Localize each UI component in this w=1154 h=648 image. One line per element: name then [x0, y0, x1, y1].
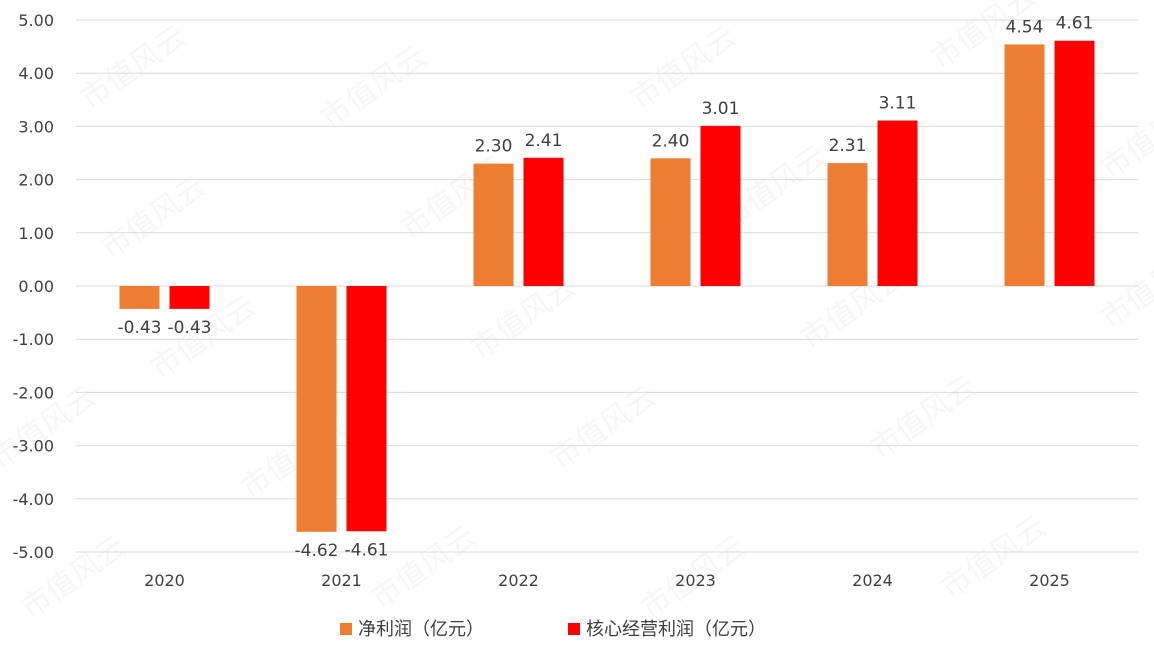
data-label: -0.43 [118, 318, 162, 338]
bar-core-profit-2024 [877, 120, 918, 286]
bar-net-profit-2024 [827, 163, 868, 286]
y-tick-label: -4.00 [13, 490, 54, 509]
x-tick-label: 2022 [498, 571, 539, 590]
data-label: 3.01 [702, 99, 740, 119]
bar-net-profit-2021 [296, 286, 337, 532]
x-tick-label: 2024 [852, 571, 893, 590]
data-labels: -0.43 -0.43 -4.62 -4.61 2.30 2.41 2.40 3.01 2.31… [118, 14, 1094, 561]
bar-core-profit-2022 [523, 157, 564, 286]
bars [119, 40, 1095, 532]
gridlines [76, 19, 1138, 553]
bar-core-profit-2025 [1054, 40, 1095, 286]
watermark-text: 市值风云 [545, 379, 663, 476]
y-tick-label: -2.00 [13, 383, 54, 402]
x-tick-label: 2025 [1029, 571, 1070, 590]
watermark-text: 市值风云 [315, 39, 433, 136]
bar-core-profit-2020 [169, 286, 210, 309]
watermark-text: 市值风云 [865, 369, 983, 466]
bar-net-profit-2023 [650, 158, 691, 286]
legend-swatch [568, 623, 580, 635]
data-label: 4.54 [1006, 17, 1044, 37]
x-tick-label: 2021 [321, 571, 362, 590]
y-tick-label: 2.00 [18, 171, 54, 190]
bar-net-profit-2022 [473, 163, 514, 286]
watermark-text: 市值风云 [1095, 89, 1154, 186]
y-tick-label: -3.00 [13, 437, 54, 456]
legend-label: 净利润（亿元） [358, 619, 484, 640]
bar-core-profit-2021 [346, 286, 387, 532]
data-label: -0.43 [168, 318, 212, 338]
data-label: 4.61 [1056, 14, 1094, 34]
watermark-text: 市值风云 [1095, 239, 1154, 336]
y-tick-label: 5.00 [18, 11, 54, 30]
data-label: 2.30 [475, 137, 513, 157]
y-tick-label: -5.00 [13, 543, 54, 562]
y-tick-label: 0.00 [18, 277, 54, 296]
data-label: 2.41 [525, 131, 563, 151]
watermark-text: 市值风云 [935, 509, 1053, 606]
data-label: 3.11 [879, 94, 917, 114]
legend-label: 核心经营利润（亿元） [586, 619, 766, 640]
legend-swatch [340, 623, 352, 635]
x-axis-ticks: 2020 2021 2022 2023 2024 2025 [144, 571, 1070, 590]
bar-net-profit-2025 [1004, 44, 1045, 286]
y-tick-label: 1.00 [18, 224, 54, 243]
data-label: -4.62 [295, 541, 339, 561]
watermark-text: 市值风云 [75, 19, 193, 116]
y-tick-label: -1.00 [13, 330, 54, 349]
data-label: 2.40 [652, 131, 690, 151]
y-tick-label: 4.00 [18, 64, 54, 83]
y-axis-ticks: 5.00 4.00 3.00 2.00 1.00 0.00 -1.00 -2.00 -3.00 -… [13, 11, 54, 562]
x-tick-label: 2020 [144, 571, 185, 590]
watermark-text: 市值风云 [365, 519, 483, 616]
data-label: -4.61 [345, 540, 389, 560]
x-tick-label: 2023 [675, 571, 716, 590]
watermark-text: 市值风云 [95, 169, 213, 266]
bar-core-profit-2023 [700, 125, 741, 286]
data-label: 2.31 [829, 136, 867, 156]
y-tick-label: 3.00 [18, 117, 54, 136]
bar-net-profit-2020 [119, 286, 160, 309]
legend: 净利润（亿元） 核心经营利润（亿元） [340, 619, 766, 640]
